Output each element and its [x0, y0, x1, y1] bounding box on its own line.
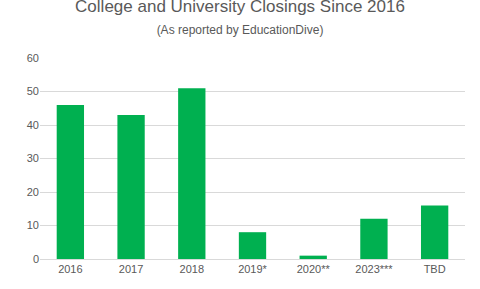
svg-text:30: 30 [27, 152, 39, 164]
svg-text:10: 10 [27, 219, 39, 231]
svg-text:40: 40 [27, 119, 39, 131]
svg-text:0: 0 [33, 253, 39, 265]
svg-text:2016: 2016 [58, 263, 82, 275]
svg-text:TBD: TBD [424, 263, 446, 275]
svg-text:2020**: 2020** [297, 263, 331, 275]
svg-text:20: 20 [27, 186, 39, 198]
svg-text:2019*: 2019* [238, 263, 267, 275]
svg-text:50: 50 [27, 85, 39, 97]
svg-text:2023***: 2023*** [355, 263, 393, 275]
svg-text:2018: 2018 [180, 263, 204, 275]
svg-text:60: 60 [27, 52, 39, 64]
svg-text:College and University Closing: College and University Closings Since 20… [75, 0, 405, 37]
svg-text:2017: 2017 [119, 263, 143, 275]
